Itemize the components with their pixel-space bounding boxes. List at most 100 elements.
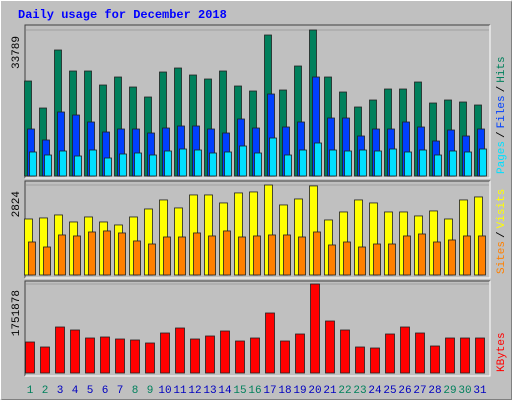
x-tick-label: 29 (443, 385, 456, 397)
bar (355, 346, 365, 374)
bar (460, 337, 470, 374)
bar (194, 149, 202, 177)
bar (340, 329, 350, 374)
bar (235, 340, 245, 374)
bar (328, 244, 336, 276)
bar (254, 152, 262, 177)
bar (389, 148, 397, 177)
bar (44, 154, 52, 177)
bar (59, 150, 67, 177)
bar (28, 241, 36, 276)
bar (415, 332, 425, 374)
bar (463, 235, 471, 276)
x-tick-label: 20 (308, 385, 321, 397)
bar (58, 234, 66, 276)
x-tick-label: 17 (263, 385, 276, 397)
x-tick-label: 8 (132, 385, 139, 397)
bar (119, 153, 127, 177)
legend: Pages / Files / Hits (496, 56, 508, 174)
legend: KBytes (496, 332, 508, 372)
x-tick-label: 25 (383, 385, 396, 397)
x-tick-label: 1 (27, 385, 34, 397)
x-tick-label: 18 (278, 385, 291, 397)
bar (419, 149, 427, 177)
bar (148, 243, 156, 276)
bar (250, 337, 260, 374)
bar (130, 339, 140, 374)
x-tick-label: 15 (233, 385, 246, 397)
bar (29, 151, 37, 177)
bar (88, 231, 96, 276)
bar (430, 345, 440, 374)
y-tick-label: 33789 (11, 36, 23, 69)
bar (400, 326, 410, 374)
bar (404, 151, 412, 177)
x-tick-label: 11 (173, 385, 187, 397)
x-tick-label: 10 (158, 385, 171, 397)
chart-title: Daily usage for December 2018 (18, 8, 227, 22)
bar (475, 337, 485, 374)
bar (160, 332, 170, 374)
bar (298, 236, 306, 276)
x-tick-label: 6 (102, 385, 109, 397)
bar (373, 243, 381, 276)
bar (325, 320, 335, 374)
bar (464, 151, 472, 177)
x-tick-label: 4 (72, 385, 79, 397)
bar (359, 149, 367, 177)
x-tick-label: 7 (117, 385, 124, 397)
x-tick-label: 26 (398, 385, 411, 397)
x-tick-label: 12 (188, 385, 201, 397)
bar (70, 329, 80, 374)
y-tick-label: 1751878 (11, 290, 23, 336)
bar (358, 246, 366, 276)
bar (385, 333, 395, 374)
bar (344, 150, 352, 177)
bar (224, 151, 232, 177)
bar (190, 338, 200, 374)
bar (179, 148, 187, 177)
bar (40, 346, 50, 374)
bar (89, 149, 97, 177)
bar (418, 233, 426, 276)
bar (253, 235, 261, 276)
bar (314, 142, 322, 177)
bar (295, 333, 305, 374)
legend-separator: / (496, 131, 508, 138)
bar (103, 230, 111, 276)
bar (238, 236, 246, 276)
bar (448, 239, 456, 276)
bar (343, 241, 351, 276)
bar (433, 241, 441, 276)
bar (445, 337, 455, 374)
x-tick-label: 22 (338, 385, 351, 397)
legend-entry: Sites (496, 241, 508, 274)
bar (175, 327, 185, 374)
x-tick-label: 9 (147, 385, 154, 397)
x-tick-label: 14 (218, 385, 232, 397)
x-tick-label: 3 (57, 385, 64, 397)
x-tick-label: 30 (458, 385, 471, 397)
bar (133, 240, 141, 276)
legend: Sites / Visits (496, 189, 508, 274)
bar (313, 231, 321, 276)
bar (265, 312, 275, 374)
bar (73, 235, 81, 276)
bar (43, 246, 51, 276)
frame-light (25, 281, 491, 377)
bar (269, 137, 277, 177)
bar (164, 150, 172, 177)
legend-separator: / (496, 231, 508, 238)
bar (280, 340, 290, 374)
bar (115, 338, 125, 374)
bar (223, 230, 231, 276)
frame-light (25, 181, 491, 279)
bar (209, 152, 217, 177)
legend-entry: KBytes (496, 332, 508, 372)
x-tick-label: 19 (293, 385, 306, 397)
x-tick-label: 13 (203, 385, 216, 397)
bar (388, 243, 396, 276)
bar (403, 235, 411, 276)
